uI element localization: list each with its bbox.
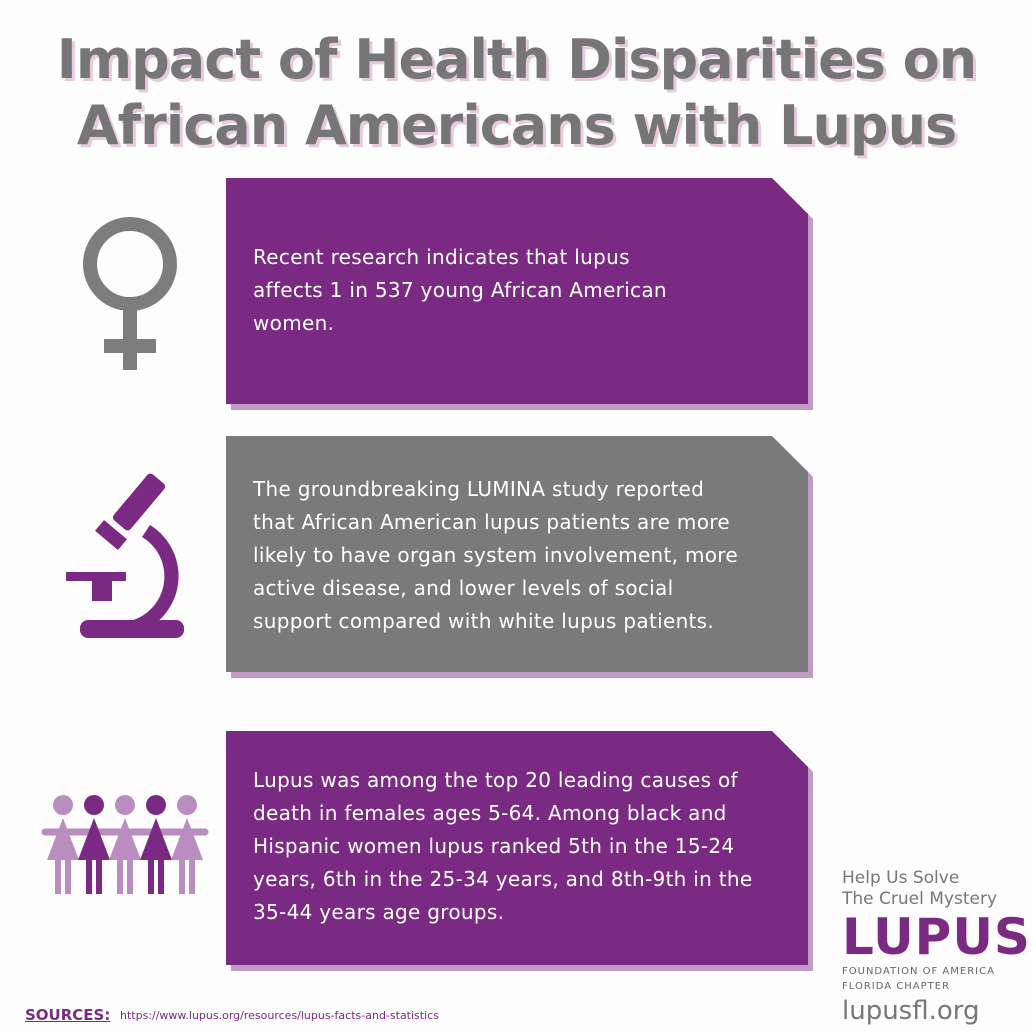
- text-line: affects 1 in 537 young African American: [253, 278, 667, 302]
- logo-tagline: The Cruel Mystery: [842, 889, 998, 909]
- card-text: The groundbreaking LUMINA study reported…: [253, 473, 738, 638]
- title-line: African Americans with Lupus: [76, 94, 957, 157]
- text-line: women.: [253, 311, 335, 335]
- sources-url[interactable]: https://www.lupus.org/resources/lupus-fa…: [120, 1009, 439, 1022]
- icons: [41, 217, 209, 894]
- text-line: death in females ages 5-64. Among black …: [253, 801, 727, 825]
- logo-org: FLORIDA CHAPTER: [842, 981, 951, 992]
- sources-label: SOURCES:: [25, 1006, 111, 1024]
- card: [226, 731, 808, 965]
- logo-org: FOUNDATION OF AMERICA: [842, 966, 995, 977]
- text-line: Hispanic women lupus ranked 5th in the 1…: [253, 834, 735, 858]
- text-line: Recent research indicates that lupus: [253, 245, 630, 269]
- card-text: Lupus was among the top 20 leading cause…: [253, 764, 753, 929]
- people-icon: [41, 795, 209, 894]
- text-line: Lupus was among the top 20 leading cause…: [253, 768, 738, 792]
- text-line: active disease, and lower levels of soci…: [253, 576, 674, 600]
- female-icon: [83, 217, 177, 370]
- title-line: Impact of Health Disparities on: [56, 28, 977, 91]
- card-text: Recent research indicates that lupus aff…: [253, 241, 667, 340]
- text-line: likely to have organ system involvement,…: [253, 543, 738, 567]
- card: [226, 436, 808, 672]
- logo-site: lupusfl.org: [842, 996, 980, 1026]
- text-line: years, 6th in the 25-34 years, and 8th-9…: [253, 867, 753, 891]
- text-line: 35-44 years age groups.: [253, 900, 505, 924]
- text-line: that African American lupus patients are…: [253, 510, 730, 534]
- logo-name: LUPUS: [842, 908, 1031, 966]
- text-line: The groundbreaking LUMINA study reported: [253, 477, 705, 501]
- microscope-icon: [66, 473, 184, 638]
- card: [226, 178, 808, 404]
- logo-tagline: Help Us Solve: [842, 868, 960, 888]
- text-line: support compared with white lupus patien…: [253, 609, 715, 633]
